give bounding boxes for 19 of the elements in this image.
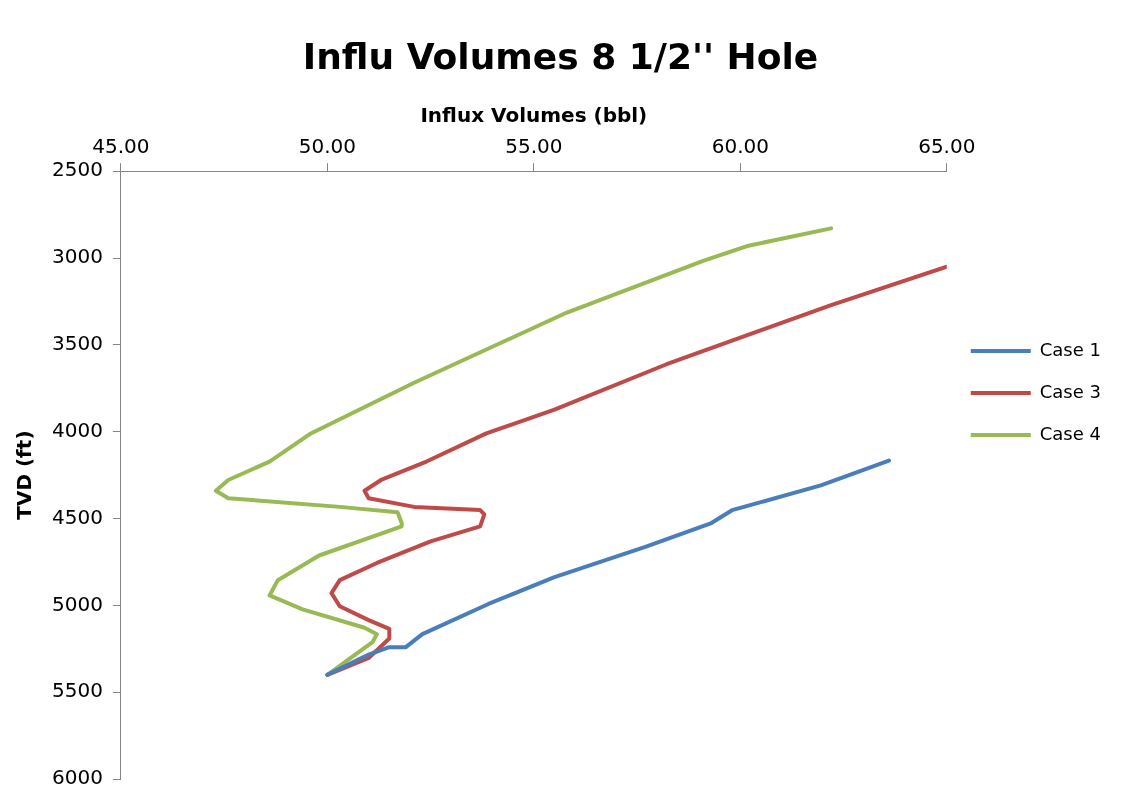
legend-label: Case 1 bbox=[1039, 338, 1102, 360]
y-tick-label: 2500 bbox=[51, 157, 103, 182]
x-tick-label: 55.00 bbox=[505, 134, 563, 159]
y-tick-label: 3000 bbox=[51, 244, 103, 269]
chart-title: Influ Volumes 8 1/2'' Hole bbox=[302, 35, 819, 77]
x-tick-label: 50.00 bbox=[298, 134, 356, 159]
x-axis-title: Influx Volumes (bbl) bbox=[420, 103, 648, 128]
legend-label: Case 4 bbox=[1039, 422, 1102, 444]
y-tick-label: 5000 bbox=[51, 591, 103, 616]
y-tick-label: 4000 bbox=[51, 417, 103, 442]
x-tick-label: 45.00 bbox=[92, 134, 150, 159]
x-tick-label: 65.00 bbox=[918, 134, 976, 159]
y-tick-label: 5500 bbox=[51, 678, 103, 703]
legend-label: Case 3 bbox=[1039, 380, 1102, 402]
y-axis-title: TVD (ft) bbox=[12, 430, 37, 520]
y-tick-label: 3500 bbox=[51, 331, 103, 356]
y-tick-label: 6000 bbox=[51, 765, 103, 790]
x-tick-label: 60.00 bbox=[711, 134, 769, 159]
y-tick-label: 4500 bbox=[51, 504, 103, 529]
